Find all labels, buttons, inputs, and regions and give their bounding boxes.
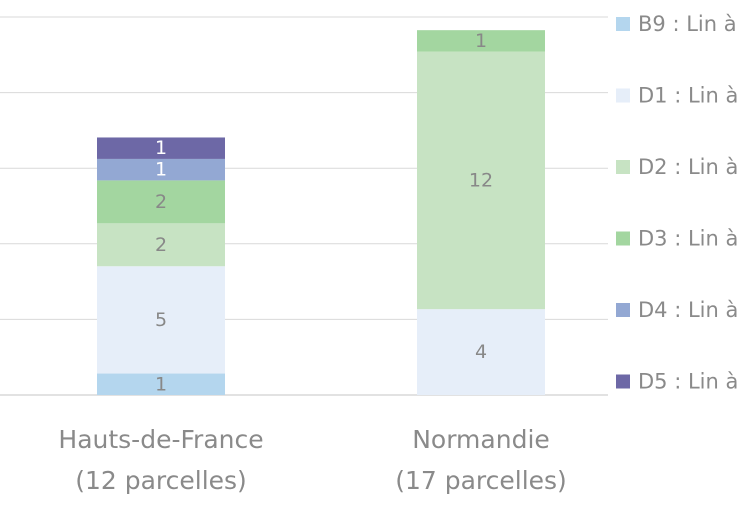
- legend-swatch: [616, 374, 630, 389]
- data-label: 1: [475, 30, 487, 52]
- category-label: Hauts-de-France: [58, 425, 263, 454]
- category-label: Normandie: [412, 425, 550, 454]
- bar-segment: [97, 373, 225, 395]
- data-label: 12: [469, 169, 493, 191]
- bar-segment: [97, 266, 225, 374]
- data-label: 1: [155, 373, 167, 395]
- data-label: 2: [155, 234, 167, 256]
- legend: B9 : Lin à D1 : Lin à D2 : Lin à D3 : Lin à…: [616, 12, 738, 394]
- data-label: 2: [155, 191, 167, 213]
- category-label: (17 parcelles): [395, 466, 567, 495]
- legend-label: D4 : Lin à: [638, 298, 738, 322]
- data-label: 5: [155, 309, 167, 331]
- bar-segment: [417, 309, 545, 395]
- legend-label: D3 : Lin à: [638, 227, 738, 251]
- legend-swatch: [616, 303, 630, 317]
- bar-segment: [97, 180, 225, 224]
- legend-swatch: [616, 160, 630, 174]
- bar-segment: [417, 51, 545, 310]
- data-label: 1: [155, 159, 167, 181]
- bar-segment: [97, 158, 225, 181]
- legend-swatch: [616, 17, 630, 31]
- bar-segment: [97, 137, 225, 159]
- legend-label: D1 : Lin à: [638, 84, 738, 108]
- legend-swatch: [616, 88, 630, 103]
- bar-segment: [417, 30, 545, 52]
- legend-label: B9 : Lin à: [638, 12, 737, 36]
- category-label: (12 parcelles): [75, 466, 247, 495]
- data-label: 1: [155, 137, 167, 159]
- data-label: 4: [475, 341, 487, 363]
- legend-label: D5 : Lin à: [638, 370, 738, 394]
- bar-segment: [97, 223, 225, 267]
- legend-swatch: [616, 231, 630, 246]
- legend-label: D2 : Lin à: [638, 155, 738, 179]
- category-labels: Hauts-de-France (12 parcelles) Normandie (1…: [58, 425, 566, 495]
